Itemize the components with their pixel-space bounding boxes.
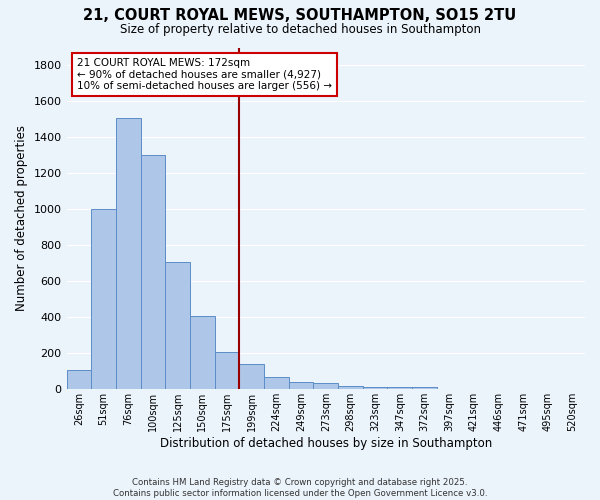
Bar — [313, 383, 338, 390]
Bar — [388, 388, 412, 390]
Bar — [67, 370, 91, 390]
Y-axis label: Number of detached properties: Number of detached properties — [15, 126, 28, 312]
Text: Size of property relative to detached houses in Southampton: Size of property relative to detached ho… — [119, 22, 481, 36]
Text: 21, COURT ROYAL MEWS, SOUTHAMPTON, SO15 2TU: 21, COURT ROYAL MEWS, SOUTHAMPTON, SO15 … — [83, 8, 517, 22]
Bar — [412, 386, 437, 390]
Text: 21 COURT ROYAL MEWS: 172sqm
← 90% of detached houses are smaller (4,927)
10% of : 21 COURT ROYAL MEWS: 172sqm ← 90% of det… — [77, 58, 332, 91]
Bar — [116, 118, 140, 390]
Bar — [289, 382, 313, 390]
Bar — [190, 316, 215, 390]
Bar — [239, 364, 264, 390]
Bar — [165, 262, 190, 390]
Text: Contains HM Land Registry data © Crown copyright and database right 2025.
Contai: Contains HM Land Registry data © Crown c… — [113, 478, 487, 498]
Bar — [363, 388, 388, 390]
Bar — [264, 376, 289, 390]
Bar — [140, 156, 165, 390]
Bar — [215, 352, 239, 390]
Bar — [338, 386, 363, 390]
X-axis label: Distribution of detached houses by size in Southampton: Distribution of detached houses by size … — [160, 437, 492, 450]
Bar — [91, 210, 116, 390]
